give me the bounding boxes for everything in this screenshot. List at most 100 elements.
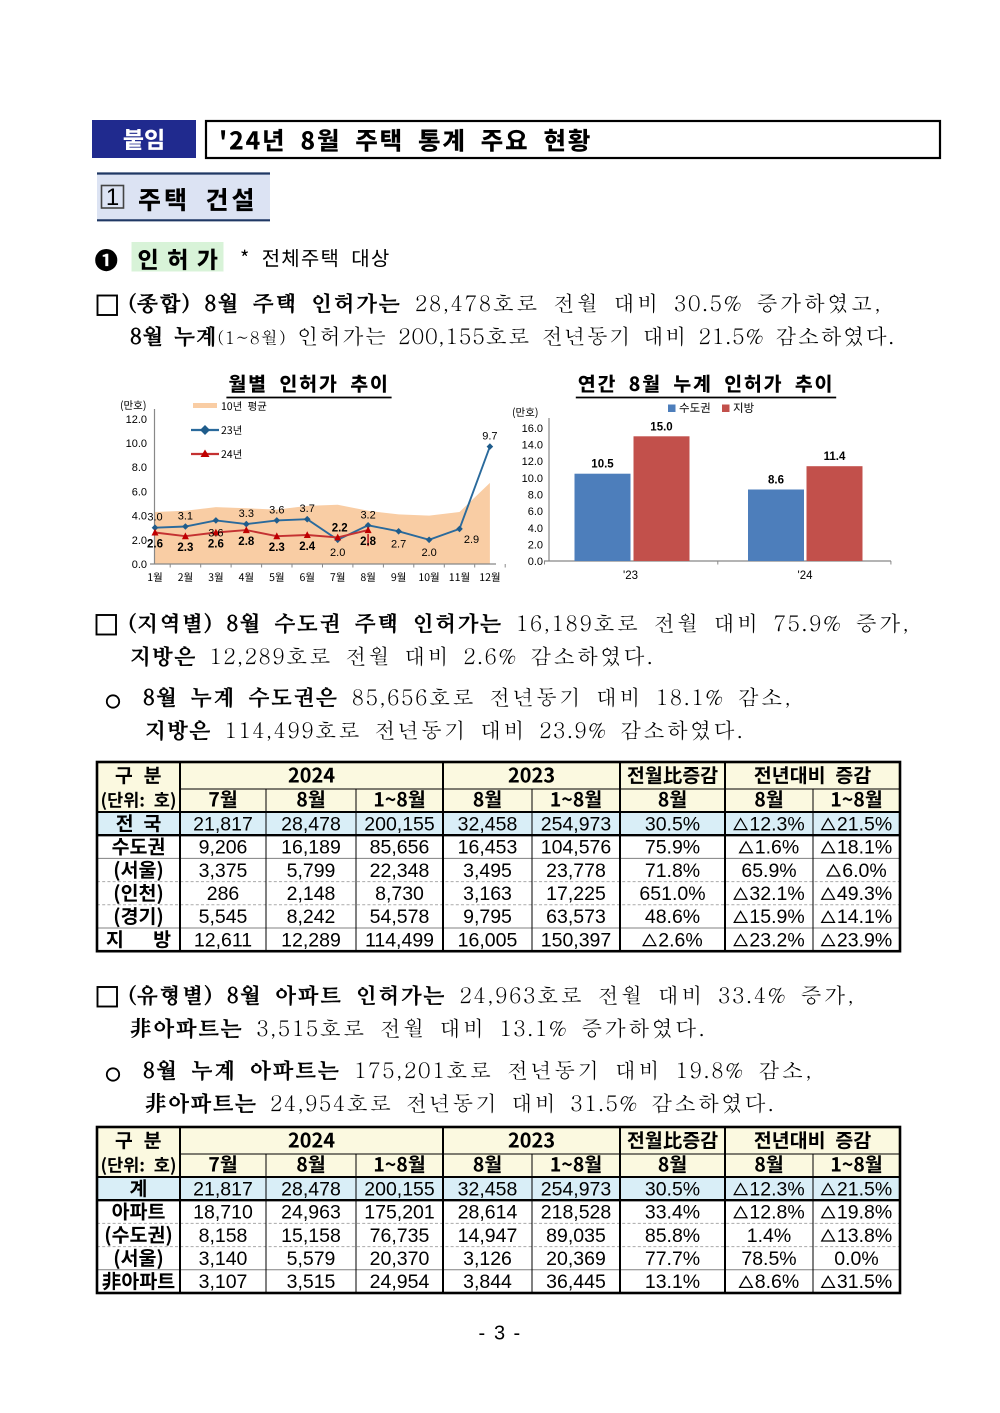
- svg-text:0.0%: 0.0%: [834, 1248, 878, 1270]
- svg-text:2.6: 2.6: [208, 539, 224, 551]
- svg-text:3.1: 3.1: [178, 511, 193, 523]
- svg-text:3,163: 3,163: [463, 883, 512, 905]
- svg-text:17,225: 17,225: [546, 883, 606, 905]
- svg-text:15.9%: 15.9%: [749, 906, 804, 928]
- svg-text:20,370: 20,370: [370, 1248, 430, 1270]
- svg-text:28,478: 28,478: [281, 1178, 341, 1200]
- svg-text:30.5%: 30.5%: [645, 813, 700, 835]
- svg-text:3,140: 3,140: [199, 1248, 248, 1270]
- svg-text:2.8: 2.8: [238, 536, 255, 548]
- svg-text:12.0: 12.0: [126, 414, 147, 426]
- svg-text:12,289: 12,289: [281, 929, 341, 951]
- svg-text:63,573: 63,573: [546, 906, 606, 928]
- svg-text:8,730: 8,730: [375, 883, 424, 905]
- svg-text:21,817: 21,817: [193, 1178, 253, 1200]
- svg-text:1: 1: [106, 184, 119, 211]
- svg-text:16,005: 16,005: [458, 929, 518, 951]
- svg-text:2.0: 2.0: [528, 539, 543, 551]
- svg-text:16,453: 16,453: [458, 837, 518, 859]
- svg-text:22,348: 22,348: [370, 860, 430, 882]
- svg-text:24,963: 24,963: [281, 1202, 341, 1224]
- svg-text:1.6%: 1.6%: [755, 837, 799, 859]
- svg-text:3,107: 3,107: [199, 1271, 248, 1293]
- svg-text:2,148: 2,148: [287, 883, 336, 905]
- svg-text:8.6: 8.6: [768, 475, 784, 487]
- svg-text:18,710: 18,710: [193, 1202, 253, 1224]
- svg-text:48.6%: 48.6%: [645, 906, 700, 928]
- svg-text:8.0: 8.0: [132, 462, 147, 474]
- svg-text:21,817: 21,817: [193, 813, 253, 835]
- svg-text:3,515: 3,515: [287, 1271, 336, 1293]
- svg-text:3.3: 3.3: [239, 508, 254, 520]
- svg-text:2.7: 2.7: [391, 538, 406, 550]
- svg-text:175,201: 175,201: [364, 1202, 435, 1224]
- svg-text:13.1%: 13.1%: [645, 1271, 700, 1293]
- svg-text:2.0: 2.0: [132, 535, 147, 547]
- svg-text:0.0: 0.0: [132, 559, 147, 571]
- svg-text:16,189: 16,189: [281, 837, 341, 859]
- svg-text:24,954: 24,954: [370, 1271, 430, 1293]
- svg-text:32,458: 32,458: [458, 1178, 518, 1200]
- svg-text:2.8: 2.8: [360, 536, 377, 548]
- svg-text:14,947: 14,947: [458, 1225, 518, 1247]
- svg-text:218,528: 218,528: [541, 1202, 612, 1224]
- svg-text:2.3: 2.3: [177, 542, 193, 554]
- svg-text:23.9%: 23.9%: [837, 929, 892, 951]
- svg-text:3,844: 3,844: [463, 1271, 512, 1293]
- svg-text:3: 3: [494, 1323, 505, 1345]
- svg-text:49.3%: 49.3%: [837, 883, 892, 905]
- svg-text:200,155: 200,155: [364, 1178, 435, 1200]
- svg-text:36,445: 36,445: [546, 1271, 606, 1293]
- svg-text:15.0: 15.0: [650, 421, 672, 433]
- svg-text:651.0%: 651.0%: [639, 883, 705, 905]
- svg-text:31.5%: 31.5%: [837, 1271, 892, 1293]
- svg-text:8,158: 8,158: [199, 1225, 248, 1247]
- svg-text:0.0: 0.0: [528, 556, 543, 568]
- svg-text:76,735: 76,735: [370, 1225, 430, 1247]
- svg-text:8.6%: 8.6%: [755, 1271, 799, 1293]
- svg-text:85,656: 85,656: [370, 837, 430, 859]
- svg-text:9,795: 9,795: [463, 906, 512, 928]
- svg-text:254,973: 254,973: [541, 1178, 612, 1200]
- svg-text:6.0%: 6.0%: [842, 860, 886, 882]
- svg-text:12.0: 12.0: [522, 456, 543, 468]
- svg-text:65.9%: 65.9%: [741, 860, 796, 882]
- svg-text:23.2%: 23.2%: [749, 929, 804, 951]
- svg-text:5,579: 5,579: [287, 1248, 336, 1270]
- svg-text:3.2: 3.2: [360, 509, 375, 521]
- svg-text:32,458: 32,458: [458, 813, 518, 835]
- svg-text:89,035: 89,035: [546, 1225, 606, 1247]
- svg-text:114,499: 114,499: [365, 929, 434, 951]
- svg-text:9.7: 9.7: [482, 431, 497, 443]
- svg-text:6.0: 6.0: [132, 486, 147, 498]
- svg-text:1.4%: 1.4%: [747, 1225, 791, 1247]
- svg-text:71.8%: 71.8%: [645, 860, 700, 882]
- svg-text:3,495: 3,495: [463, 860, 512, 882]
- svg-text:4.0: 4.0: [528, 523, 543, 535]
- svg-text:3.6: 3.6: [208, 527, 223, 539]
- svg-text:3.7: 3.7: [300, 503, 315, 515]
- svg-text:12.3%: 12.3%: [749, 1178, 804, 1200]
- svg-text:2.2: 2.2: [332, 522, 348, 534]
- svg-text:85.8%: 85.8%: [645, 1225, 700, 1247]
- svg-text:2.9: 2.9: [464, 534, 479, 546]
- svg-text:2.6: 2.6: [147, 539, 163, 551]
- svg-text:75.9%: 75.9%: [645, 837, 700, 859]
- svg-text:13.8%: 13.8%: [837, 1225, 892, 1247]
- svg-text:4.0: 4.0: [132, 511, 147, 523]
- svg-text:2.0: 2.0: [421, 547, 436, 559]
- svg-text:18.1%: 18.1%: [837, 837, 892, 859]
- svg-text:2.3: 2.3: [269, 542, 285, 554]
- svg-text:28,614: 28,614: [458, 1202, 518, 1224]
- svg-text:21.5%: 21.5%: [837, 1178, 892, 1200]
- svg-text:23,778: 23,778: [546, 860, 606, 882]
- svg-text:30.5%: 30.5%: [645, 1178, 700, 1200]
- svg-text:286: 286: [207, 883, 240, 905]
- svg-text:3,126: 3,126: [463, 1248, 512, 1270]
- svg-text:3.0: 3.0: [147, 512, 162, 524]
- svg-text:14.1%: 14.1%: [837, 906, 892, 928]
- svg-text:2.6%: 2.6%: [658, 929, 702, 951]
- svg-text:77.7%: 77.7%: [645, 1248, 700, 1270]
- svg-text:10.0: 10.0: [126, 438, 147, 450]
- svg-text:200,155: 200,155: [364, 813, 435, 835]
